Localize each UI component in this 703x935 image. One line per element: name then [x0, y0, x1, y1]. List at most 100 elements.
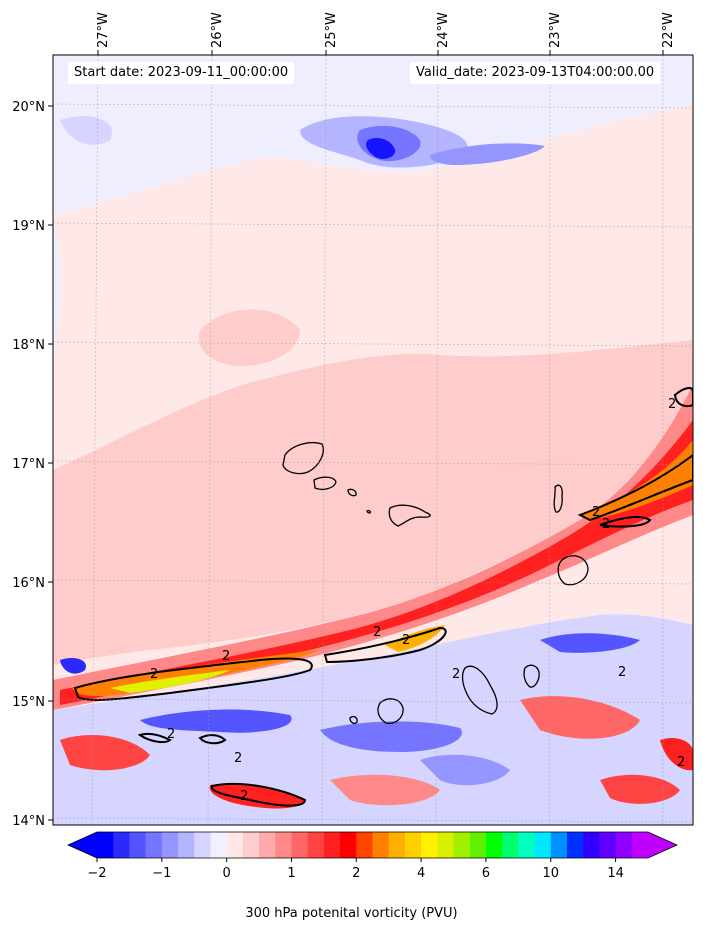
island-sal: [553, 484, 563, 513]
colorbar-segment: [615, 832, 633, 858]
pv2-contour-east: [577, 453, 693, 522]
gridline-lon: [321, 54, 327, 826]
contour-labels: 2 2 2 2 2 2 2 2 2 2 2 2 2: [150, 397, 685, 804]
island-maio: [523, 664, 540, 688]
field-blue-north-5: [60, 116, 112, 145]
map-frame: [52, 54, 694, 826]
colorbar-label: 300 hPa potenital vorticity (PVU): [245, 906, 458, 921]
colorbar-tick-label: 6: [482, 866, 490, 881]
island-sao-vicente: [313, 476, 337, 490]
lat-label: 17°N: [12, 457, 45, 472]
gridline-lon: [548, 54, 551, 826]
colorbar-segment: [129, 832, 147, 858]
colorbar-segment: [469, 832, 487, 858]
colorbar-segment: [113, 832, 130, 858]
colorbar-segment: [599, 832, 616, 858]
island-raso: [366, 509, 371, 514]
gridline-lat: [52, 579, 694, 585]
colorbar-segment: [275, 832, 292, 858]
field-lower-red-4: [330, 774, 440, 806]
colorbar-segment: [485, 832, 503, 858]
colorbar-segment: [259, 832, 276, 858]
colorbar-segment: [631, 832, 649, 858]
lat-label: 15°N: [12, 695, 45, 710]
colorbar-tick-label: 1: [287, 866, 295, 881]
colorbar-segment: [437, 832, 454, 858]
colorbar-segment: [340, 832, 357, 858]
colorbar-tick-label: 0: [223, 866, 231, 881]
field-lower-blue-2: [320, 721, 462, 752]
colorbar-segment: [372, 832, 390, 858]
field-blue-north-3: [366, 138, 396, 159]
gridline-lat: [52, 103, 694, 109]
colorbar-segment: [161, 832, 179, 858]
gridline-lat: [52, 817, 694, 823]
field-lower-red-5: [600, 774, 680, 804]
colorbar-segment: [388, 832, 406, 858]
gridlines: [52, 54, 694, 826]
lat-labels: 20°N 19°N 18°N 17°N 16°N 15°N 14°N: [12, 100, 45, 829]
gridline-lat: [52, 222, 694, 228]
field-lower-red-1: [60, 735, 150, 771]
coastlines: [282, 441, 589, 725]
island-santiago: [461, 665, 498, 715]
colorbar: [67, 831, 678, 859]
colorbar-segment: [421, 832, 438, 858]
colorbar-segment: [97, 832, 114, 858]
colorbar-segment: [145, 832, 163, 858]
field-lower-red-6: [660, 738, 693, 771]
field-lower-mottle: [53, 614, 693, 825]
start-date-label: Start date: 2023-09-11_00:00:00: [68, 62, 295, 84]
colorbar-segment: [323, 832, 341, 858]
gridline-lat: [52, 460, 694, 466]
island-santo-antao: [282, 441, 324, 475]
contour-label: 2: [602, 517, 610, 532]
island-boa-vista: [557, 555, 589, 586]
gridline-lon: [91, 54, 99, 826]
colorbar-segment: [550, 832, 568, 858]
pv2-contour-ne: [673, 387, 693, 408]
colorbar-segment: [307, 832, 325, 858]
colorbar-segment: [534, 832, 552, 858]
colorbar-segment: [502, 832, 519, 858]
colorbar-segment: [566, 832, 584, 858]
colorbar-extend-low: [68, 832, 97, 858]
lon-label: 26°W: [210, 12, 225, 48]
lat-label: 18°N: [12, 338, 45, 353]
contour-label: 2: [234, 751, 242, 766]
lat-label: 14°N: [12, 814, 45, 829]
lon-label: 27°W: [96, 12, 111, 48]
gridline-lat: [52, 341, 694, 347]
gridline-lat: [52, 698, 694, 704]
contour-label: 2: [592, 505, 600, 520]
pv2-contour-west: [73, 657, 313, 701]
colorbar-segment: [583, 832, 600, 858]
lat-label: 16°N: [12, 576, 45, 591]
colorbar-ticks: −2 −1 0 1 2 4 6 10 14: [87, 858, 624, 881]
valid-date-label: Valid_date: 2023-09-13T04:00:00.00: [410, 62, 661, 84]
field-lower-red-3: [520, 696, 640, 739]
island-sao-nicolau: [388, 504, 431, 527]
colorbar-segment: [194, 832, 211, 858]
colorbar-segment: [404, 832, 422, 858]
colorbar-segment: [356, 832, 373, 858]
contour-label: 2: [150, 667, 158, 682]
field-lower-blue-5: [60, 658, 86, 674]
contour-label: 2: [618, 665, 626, 680]
field-lower-red-2: [209, 783, 305, 809]
colorbar-segment: [210, 832, 228, 858]
colorbar-segment: [226, 832, 244, 858]
field-light-blue-west: [53, 220, 61, 360]
colorbar-tick-label: 14: [607, 866, 624, 881]
colorbar-tick-label: 10: [542, 866, 559, 881]
lat-label: 20°N: [12, 100, 45, 115]
lon-label: 22°W: [661, 12, 676, 48]
contour-label: 2: [240, 789, 248, 804]
field-lower-blue-1: [140, 709, 292, 733]
contour-label: 2: [167, 727, 175, 742]
pv2-contours: [73, 387, 693, 807]
colorbar-tick-label: 2: [352, 866, 360, 881]
colorbar-segment: [453, 832, 471, 858]
contour-label: 2: [668, 397, 676, 412]
contour-label: 2: [677, 755, 685, 770]
